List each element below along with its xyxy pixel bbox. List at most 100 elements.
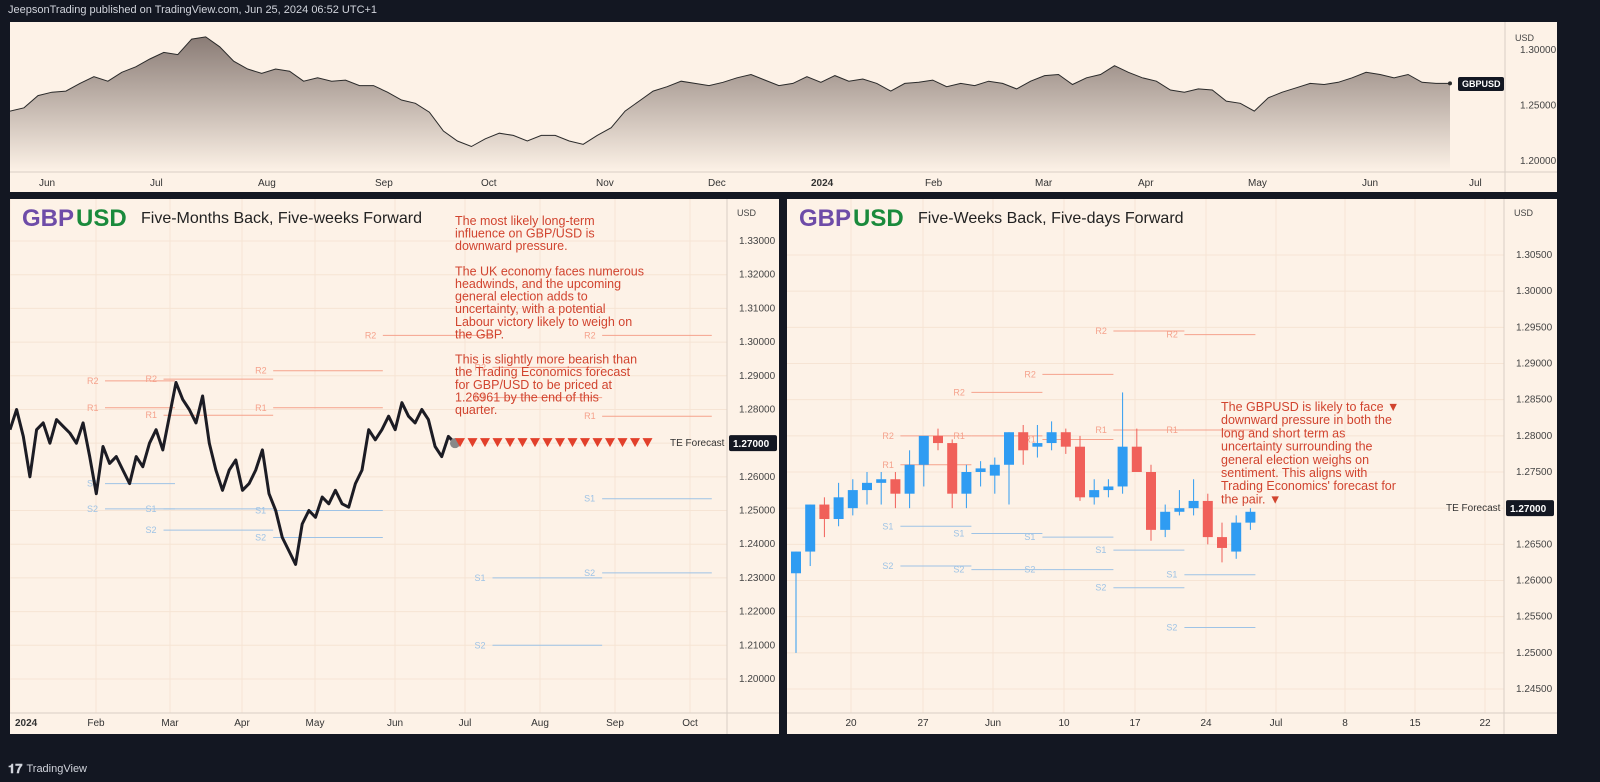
short-note-line: uncertainty surrounding the [1221,440,1373,454]
long-note-line: the GBP. [455,327,504,341]
long-pivot-label: S1 [146,504,157,514]
short-note-line: Trading Economics' forecast for [1221,479,1396,493]
overview-x-tick-label: Jun [39,178,55,189]
long-x-tick-label: Mar [161,718,179,729]
short-pivot-label: S2 [1095,583,1106,593]
overview-series-tag: GBPUSD [1462,79,1501,89]
long-note-line: 1.26961 by the end of this [455,390,599,404]
short-pivot-label: R1 [1024,434,1036,444]
short-candle-body [947,443,958,494]
short-pivot-label: S2 [953,565,964,575]
short-axis-unit: USD [1514,208,1534,218]
overview-y-tick-label: 1.25000 [1520,101,1557,112]
long-note-line: Labour victory likely to weigh on [455,315,632,329]
long-y-tick-label: 1.20000 [739,674,776,685]
long-pivot-label: S2 [87,504,98,514]
short-candle-body [1075,446,1085,498]
long-note-line: for GBP/USD to be priced at [455,378,613,392]
short-title-right: USD [853,205,904,232]
overview-y-tick-label: 1.20000 [1520,156,1557,167]
short-y-tick-label: 1.25500 [1516,612,1553,623]
long-y-tick-label: 1.26000 [739,472,776,483]
short-x-tick-label: 17 [1129,718,1141,729]
long-x-tick-label: Apr [234,718,250,729]
short-y-tick-label: 1.30500 [1516,250,1553,261]
short-candle-body [1245,511,1256,523]
long-y-tick-label: 1.21000 [739,640,776,651]
short-pivot-label: R2 [1166,330,1178,340]
short-pivot-label: S2 [1166,623,1177,633]
short-candle-body [1231,522,1242,552]
short-candle-body [1146,472,1156,530]
long-note-line: quarter. [455,403,497,417]
short-candle-body [918,435,929,465]
long-forecast-marker [605,438,615,448]
long-forecast-marker [555,438,565,448]
long-pivot-label: S2 [584,568,595,578]
short-y-tick-label: 1.25000 [1516,648,1553,659]
overview-x-tick-label: Aug [258,178,276,189]
short-candle-body [989,464,1000,476]
long-title-right: USD [76,205,127,232]
long-term-panel: R2 R1 S1 S2 R2 R1 S1 S2 R2 R1 S1 S2 R2 R2 R1 S1 S2 R2 R1 S1… [10,199,779,734]
long-pivot-label: R2 [87,376,99,386]
long-term-chart: R2 R1 S1 S2 R2 R1 S1 S2 R2 R1 S1 S2 R2 R2 R1 S1 S2 R2 R1 S1… [10,199,779,734]
long-pivot-label: R2 [365,330,377,340]
long-forecast-marker [455,438,465,448]
long-note-line: uncertainty, with a potential [455,302,606,316]
short-candle-body [876,479,887,483]
long-x-tick-label: 2024 [15,718,38,729]
tradingview-logo-icon: 𝟏𝟕 [8,761,23,776]
long-axis-unit: USD [737,208,757,218]
long-forecast-marker [505,438,515,448]
long-note-line: This is slightly more bearish than [455,353,637,367]
short-pivot-label: R1 [1166,425,1178,435]
long-forecast-label: TE Forecast [670,438,725,449]
long-pivot-label: R1 [255,403,267,413]
short-subtitle: Five-Weeks Back, Five-days Forward [918,210,1184,227]
short-candle-body [1004,432,1014,465]
short-y-tick-label: 1.29000 [1516,359,1553,370]
short-x-tick-label: 10 [1058,718,1070,729]
overview-series-tag-bg [1458,76,1504,91]
short-candle-body [805,504,816,552]
overview-x-tick-label: Sep [375,178,393,189]
overview-axis-unit: USD [1515,33,1535,43]
short-forecast-label: TE Forecast [1446,503,1501,514]
long-pivot-label: S2 [255,532,266,542]
long-note-line: influence on GBP/USD is [455,227,595,241]
long-y-tick-label: 1.30000 [739,337,776,348]
long-y-tick-label: 1.31000 [739,303,776,314]
long-forecast-marker [630,438,640,448]
overview-area-fill [10,36,1450,173]
overview-y-tick-label: 1.30000 [1520,45,1557,56]
short-y-tick-label: 1.29500 [1516,322,1553,333]
long-pivot-label: R2 [584,330,596,340]
long-pivot-label: R1 [146,410,158,420]
short-note-line: the pair. ▼ [1221,492,1281,506]
short-x-tick-label: 20 [845,718,857,729]
short-y-tick-label: 1.30000 [1516,286,1553,297]
short-pivot-label: S1 [882,521,893,531]
long-x-tick-label: Feb [87,718,105,729]
short-title-left: GBP [799,205,851,232]
short-y-tick-label: 1.28500 [1516,395,1553,406]
short-pivot-label: R2 [1095,326,1107,336]
short-y-tick-label: 1.26500 [1516,539,1553,550]
short-candle-body [961,472,972,494]
overview-last-point [1448,81,1452,86]
overview-panel: USD 1.30000 1.25000 1.20000 GBPUSD Jun Jul Aug S… [10,22,1557,192]
short-x-tick-label: 24 [1200,718,1212,729]
short-note-line: long and short term as [1221,426,1345,440]
long-x-tick-label: Jul [459,718,472,729]
long-forecast-marker [567,438,578,448]
short-candle-body [904,464,915,494]
short-pivot-label: R1 [1095,425,1107,435]
short-y-tick-label: 1.27500 [1516,467,1553,478]
long-pivot-label: S2 [474,640,485,650]
short-note-line: sentiment. This aligns with [1221,466,1367,480]
short-x-tick-label: 8 [1342,718,1348,729]
short-candle-body [1032,443,1043,447]
short-pivot-label: R2 [953,387,965,397]
overview-x-tick-label: Mar [1035,178,1053,189]
